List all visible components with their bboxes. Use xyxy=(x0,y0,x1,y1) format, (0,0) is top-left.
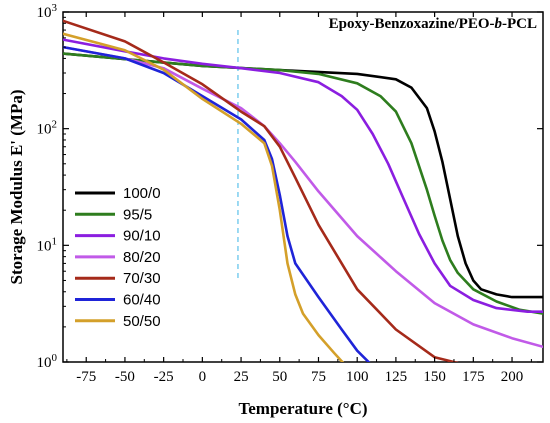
y-tick-exponent: 2 xyxy=(52,119,58,131)
y-tick-exponent: 3 xyxy=(52,2,58,14)
legend-label: 80/20 xyxy=(123,249,161,266)
y-tick-base: 10 xyxy=(37,238,52,254)
x-tick-label: 150 xyxy=(423,369,446,385)
chart-title-part-2: b xyxy=(495,16,503,32)
chart-title: Epoxy-Benzoxazine/PEO-b-PCL xyxy=(329,16,537,32)
y-tick-exponent: 0 xyxy=(52,352,58,364)
legend-label: 50/50 xyxy=(123,313,161,330)
legend-label: 90/10 xyxy=(123,228,161,245)
y-axis-title: Storage Modulus E' (MPa) xyxy=(7,89,26,284)
x-tick-label: -75 xyxy=(76,369,96,385)
series-line-5 xyxy=(63,19,459,362)
series-line-6 xyxy=(63,45,371,362)
y-tick-base: 10 xyxy=(37,355,52,371)
series-line-4 xyxy=(63,45,543,349)
x-tick-label: 175 xyxy=(462,369,485,385)
legend-label: 70/30 xyxy=(123,270,161,287)
x-tick-label: 125 xyxy=(385,369,408,385)
x-tick-label: 100 xyxy=(346,369,369,385)
x-tick-label: -25 xyxy=(154,369,174,385)
series-line-7 xyxy=(63,32,345,362)
x-axis-title: Temperature (°C) xyxy=(238,399,367,418)
x-tick-label: 75 xyxy=(311,369,326,385)
y-tick-label: 101 xyxy=(37,235,58,254)
y-tick-base: 10 xyxy=(37,5,52,21)
series-line-2 xyxy=(63,52,543,315)
x-tick-label: 50 xyxy=(272,369,287,385)
y-tick-label: 100 xyxy=(37,352,58,371)
x-tick-label: 0 xyxy=(199,369,207,385)
legend-label: 60/40 xyxy=(123,292,161,309)
y-tick-label: 103 xyxy=(37,2,58,21)
legend-label: 95/5 xyxy=(123,206,152,223)
chart-title-part-1: Epoxy-Benzoxazine/PEO- xyxy=(329,16,495,32)
x-tick-label: 200 xyxy=(501,369,524,385)
y-tick-base: 10 xyxy=(37,122,52,138)
plot-frame xyxy=(62,11,544,363)
x-tick-label: 25 xyxy=(234,369,249,385)
legend: 100/0 95/5 90/10 80/20 70/30 60/40 50/50 xyxy=(75,185,161,330)
x-tick-label: -50 xyxy=(115,369,135,385)
chart-title-part-3: -PCL xyxy=(502,16,537,32)
legend-label: 100/0 xyxy=(123,185,161,202)
y-tick-label: 102 xyxy=(37,119,58,138)
y-tick-exponent: 1 xyxy=(52,235,58,247)
series-line-3 xyxy=(63,38,543,314)
